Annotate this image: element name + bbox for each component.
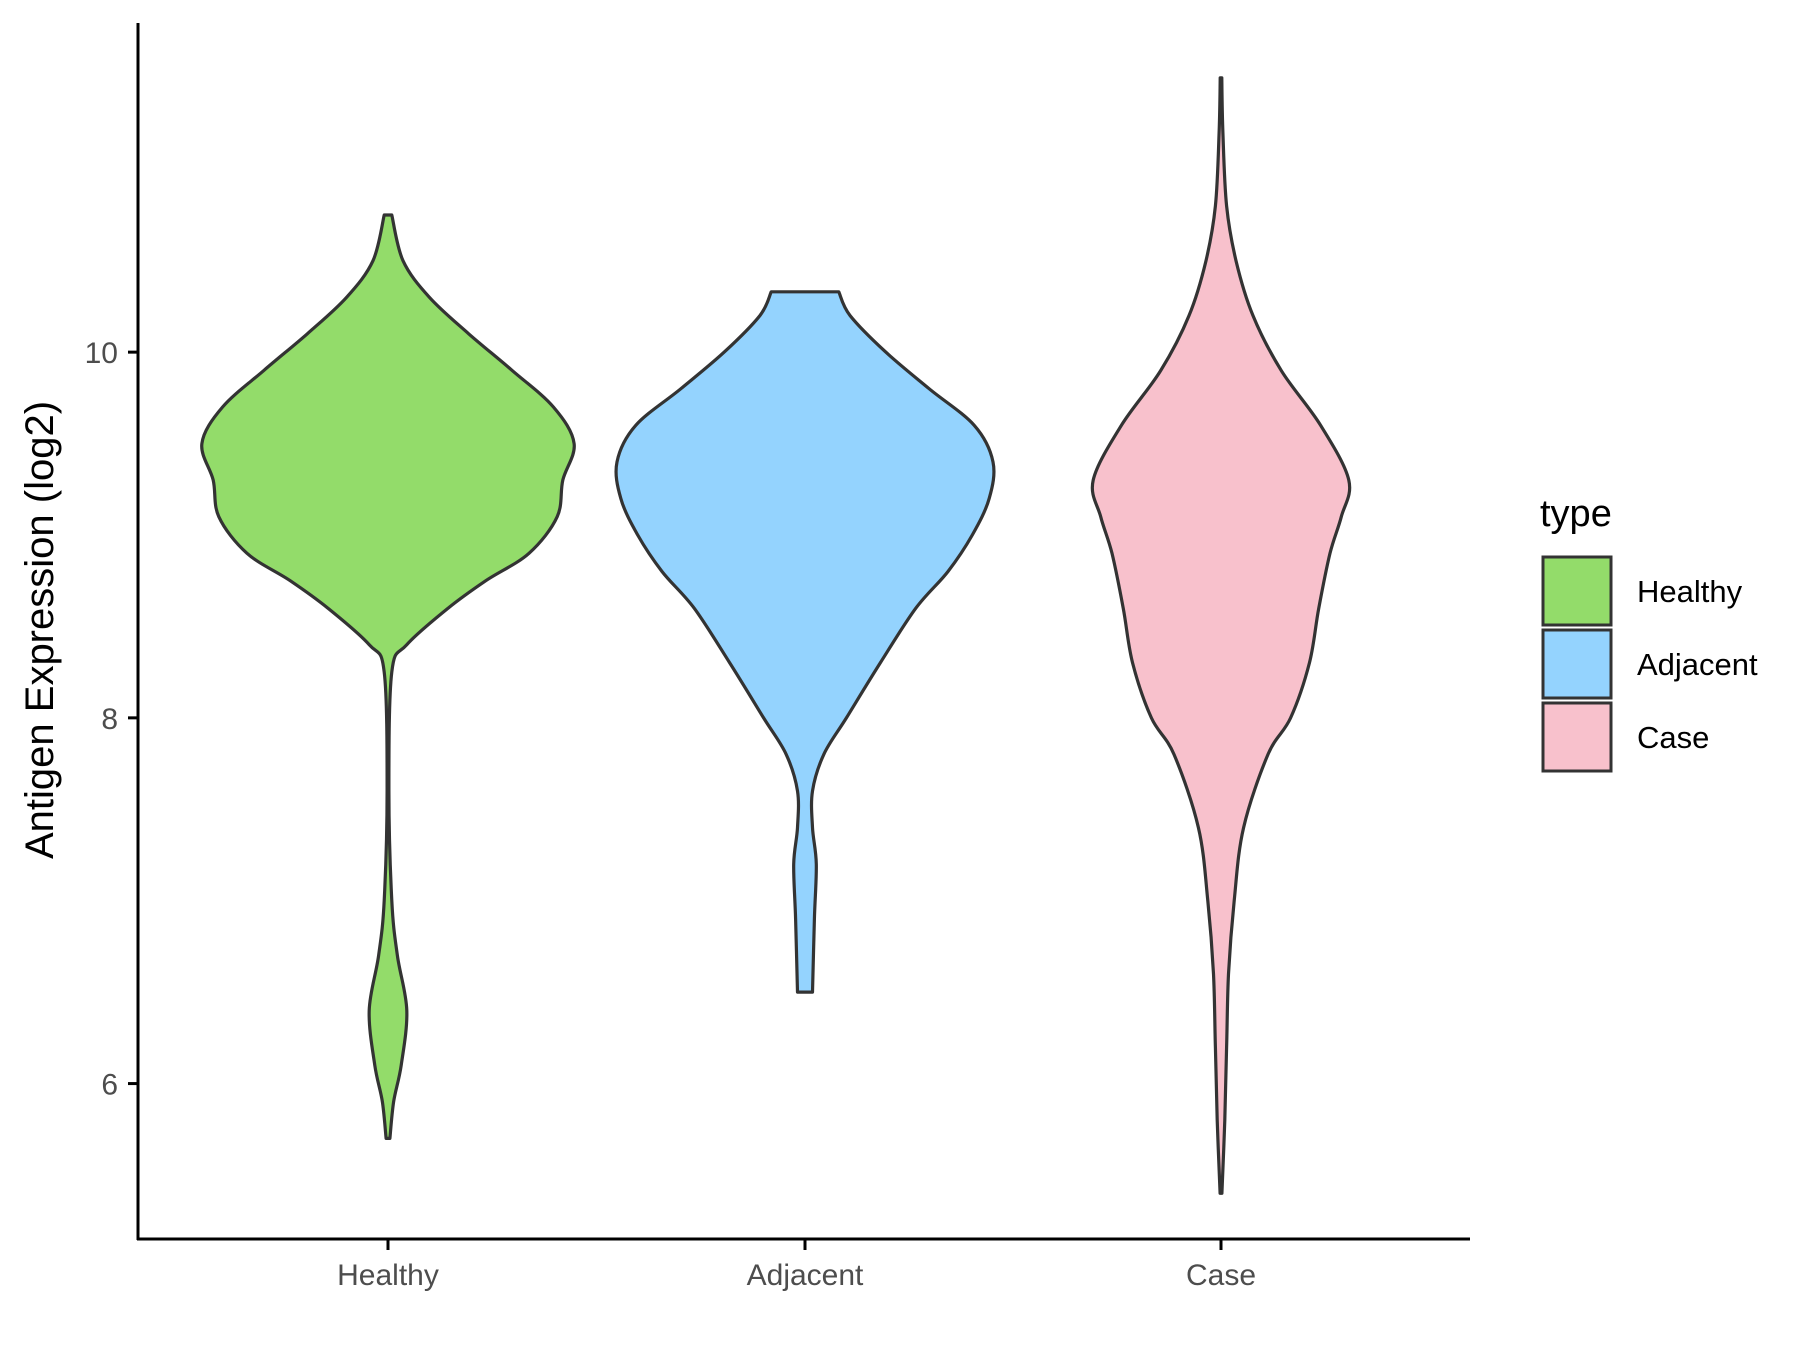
legend-items: Healthy Adjacent Case	[1541, 555, 1758, 773]
violin-case	[1090, 76, 1352, 1195]
legend-label-adjacent: Adjacent	[1637, 647, 1758, 682]
legend: type Healthy Adjacent Case	[1540, 493, 1758, 773]
x-ticks-group: Healthy Adjacent Case	[337, 1239, 1256, 1292]
legend-title: type	[1540, 493, 1612, 535]
legend-swatch-adjacent	[1541, 628, 1613, 700]
legend-label-case: Case	[1637, 720, 1709, 755]
violins-group	[200, 76, 1352, 1195]
violin-adjacent	[614, 290, 996, 994]
violin-healthy	[200, 213, 576, 1140]
x-tick-label-healthy: Healthy	[337, 1259, 439, 1292]
x-tick-label-adjacent: Adjacent	[747, 1259, 864, 1292]
legend-swatch-case	[1541, 701, 1613, 773]
x-tick-label-case: Case	[1186, 1259, 1256, 1292]
y-tick-label: 8	[101, 703, 118, 736]
y-ticks-group: 6 8 10	[85, 337, 138, 1102]
legend-swatch-healthy	[1541, 555, 1613, 627]
y-tick-label: 6	[101, 1069, 118, 1102]
y-tick-label: 10	[85, 337, 118, 370]
legend-label-healthy: Healthy	[1637, 574, 1743, 609]
y-axis-title: Antigen Expression (log2)	[18, 401, 62, 859]
